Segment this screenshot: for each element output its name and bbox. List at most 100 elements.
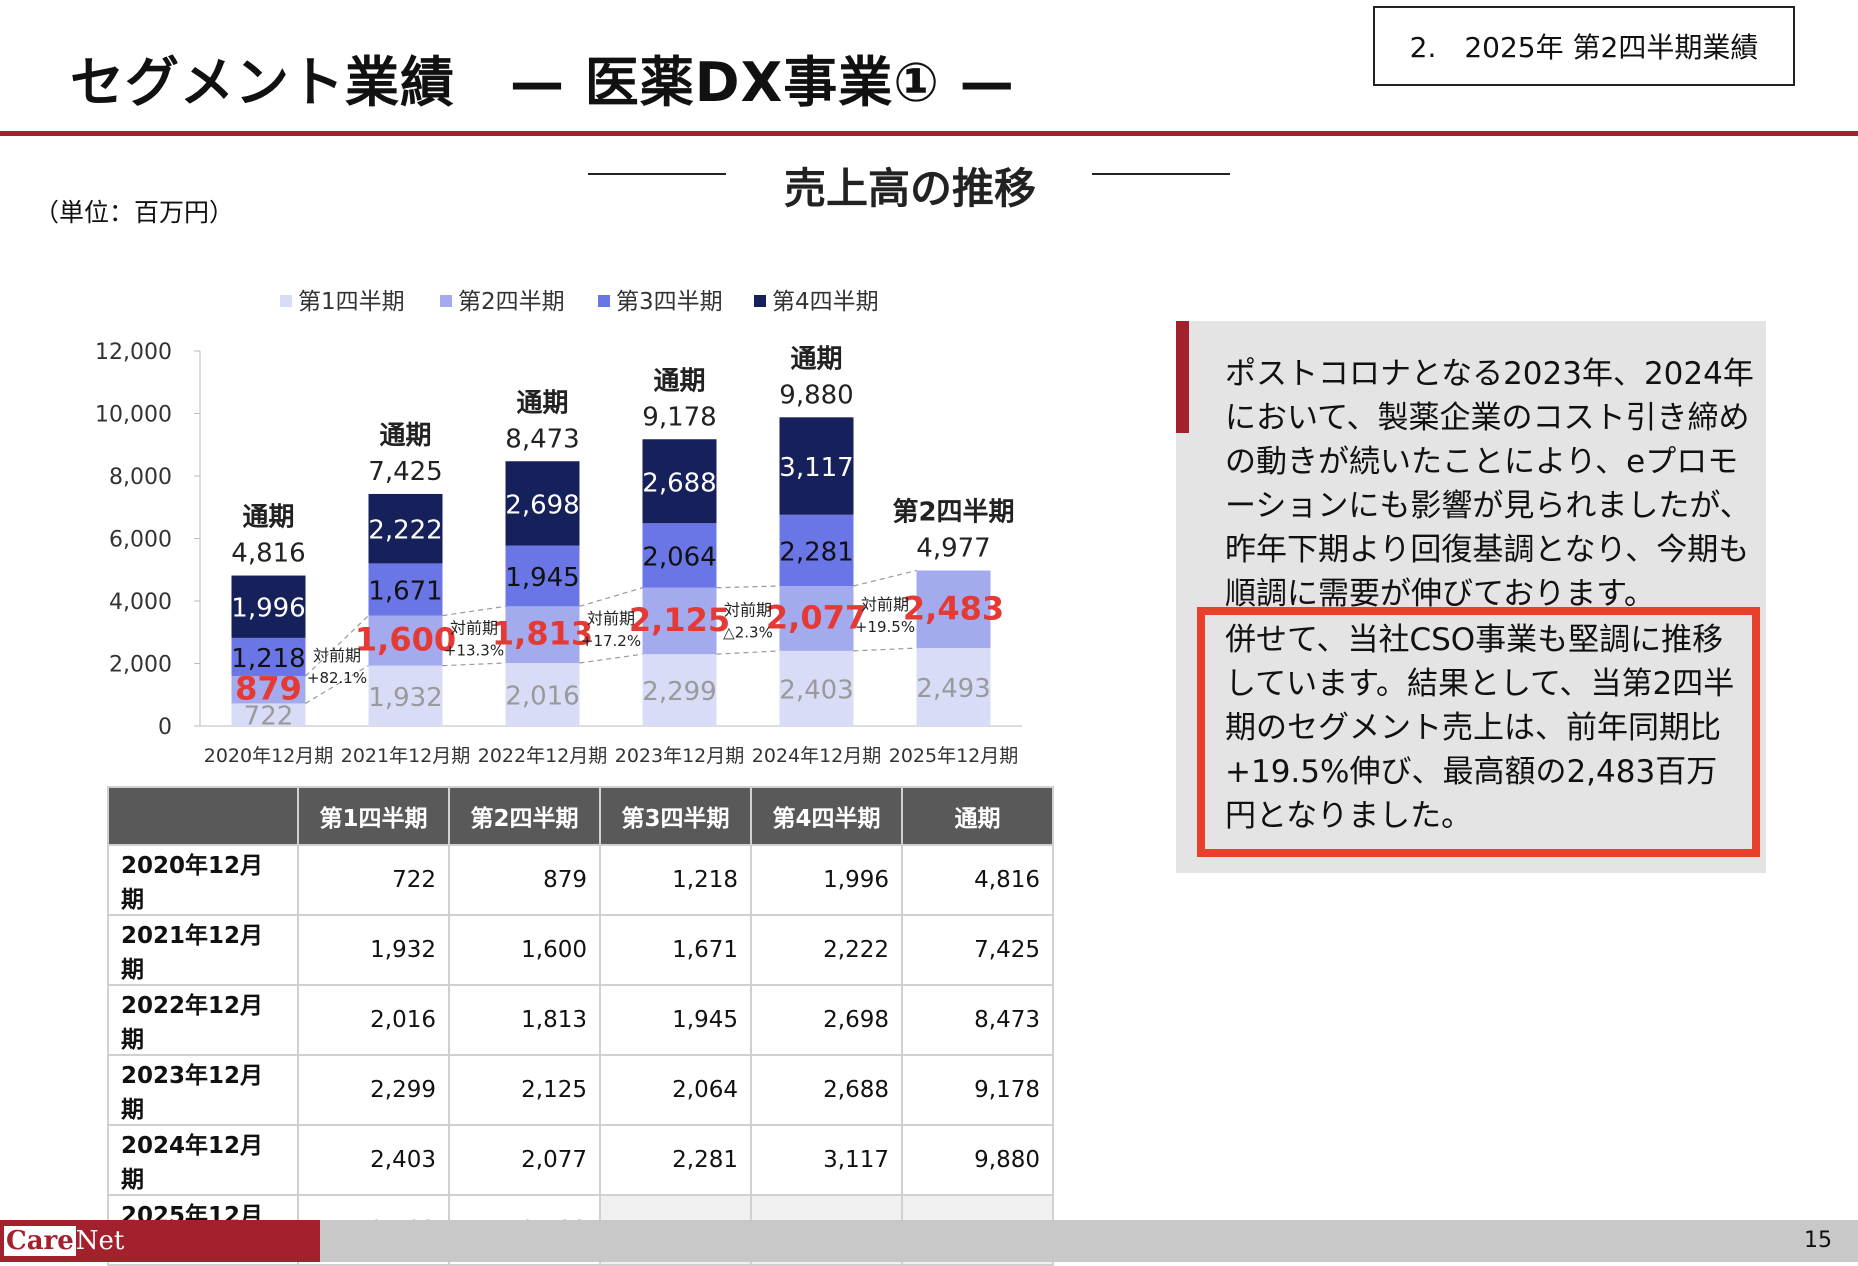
x-tick-label: 2023年12月期 xyxy=(615,745,745,767)
bar-segment xyxy=(642,439,717,524)
bar-segment xyxy=(779,586,854,651)
x-tick-label: 2020年12月期 xyxy=(204,745,334,767)
table-cell: 1,218 xyxy=(599,844,752,916)
table-row: 2024年12月期 2,403 2,077 2,281 3,117 9,880 xyxy=(107,1124,1054,1196)
bar-segment xyxy=(231,575,306,638)
table-header-cell: 通期 xyxy=(901,786,1054,846)
y-tick-label: 6,000 xyxy=(109,528,172,553)
bar-segment xyxy=(231,675,306,704)
table-cell: 9,178 xyxy=(901,1054,1054,1126)
bar-segment xyxy=(642,587,717,655)
connector-line xyxy=(305,615,369,677)
bar-segment xyxy=(231,637,306,676)
table-header-cell: 第4四半期 xyxy=(750,786,903,846)
total-label: 第2四半期 xyxy=(892,497,1014,528)
data-label: 1,813 xyxy=(492,615,593,653)
table-row: 2023年12月期 2,299 2,125 2,064 2,688 9,178 xyxy=(107,1054,1054,1126)
data-label: 2,403 xyxy=(779,675,853,705)
table-cell: 2,125 xyxy=(448,1054,601,1126)
x-tick-label: 2022年12月期 xyxy=(478,745,608,767)
total-value: 8,473 xyxy=(505,424,579,454)
table-header-row: 第1四半期 第2四半期 第3四半期 第4四半期 通期 xyxy=(107,786,1054,846)
table-header-cell xyxy=(107,786,299,846)
data-label: 2,222 xyxy=(368,516,442,546)
commentary-paragraph-1: ポストコロナとなる2023年、2024年において、製薬企業のコスト引き締めの動き… xyxy=(1225,356,1754,612)
connector-line xyxy=(716,585,780,589)
bar-segment xyxy=(642,523,717,588)
data-label: 1,218 xyxy=(231,644,305,674)
bar-segment xyxy=(779,417,854,515)
highlight-frame xyxy=(1197,607,1760,857)
table-row-label: 2020年12月期 xyxy=(107,844,299,916)
bar-segment xyxy=(916,648,991,726)
data-label: 2,493 xyxy=(916,674,990,704)
table-cell: 8,473 xyxy=(901,984,1054,1056)
data-label: 1,996 xyxy=(231,594,305,624)
bar-segment xyxy=(505,663,580,726)
connector-line xyxy=(305,665,369,704)
brand-logo-care: Care xyxy=(4,1226,76,1256)
y-tick-label: 10,000 xyxy=(95,403,172,428)
unit-note: （単位：百万円） xyxy=(34,198,235,227)
total-label: 通期 xyxy=(242,503,294,533)
data-label: 2,483 xyxy=(903,589,1004,627)
yoy-label: 対前期 xyxy=(450,619,498,638)
table-cell: 9,880 xyxy=(901,1124,1054,1196)
table-row: 2022年12月期 2,016 1,813 1,945 2,698 8,473 xyxy=(107,984,1054,1056)
total-label: 通期 xyxy=(379,421,431,451)
commentary-paragraph-2: 併せて、当社CSO事業も堅調に推移しています。結果として、当第2四半期のセグメン… xyxy=(1225,622,1735,834)
bar-segment xyxy=(368,615,443,666)
data-label: 2,077 xyxy=(766,598,867,636)
bar-segment xyxy=(368,563,443,616)
legend-label: 第1四半期 xyxy=(298,289,405,315)
connector-line xyxy=(716,650,780,655)
total-label: 通期 xyxy=(516,388,568,418)
connector-line xyxy=(579,587,643,607)
connector-line xyxy=(853,647,917,652)
data-label: 2,125 xyxy=(629,601,730,639)
table-cell: 1,813 xyxy=(448,984,601,1056)
data-label: 2,299 xyxy=(642,677,716,707)
legend-swatch xyxy=(280,295,292,307)
yoy-label: 対前期 xyxy=(313,646,361,665)
yoy-value: △2.3% xyxy=(723,624,773,642)
legend-swatch xyxy=(754,295,766,307)
data-label: 1,600 xyxy=(355,621,456,659)
subtitle-rule-right xyxy=(1092,173,1230,175)
table-header-cell: 第1四半期 xyxy=(297,786,450,846)
brand-logo: Care Net xyxy=(0,1220,320,1262)
legend-label: 第4四半期 xyxy=(772,289,879,315)
table-cell: 2,281 xyxy=(599,1124,752,1196)
connector-line xyxy=(442,605,506,617)
table-row: 2021年12月期 1,932 1,600 1,671 2,222 7,425 xyxy=(107,914,1054,986)
total-value: 7,425 xyxy=(368,457,442,487)
table-cell: 2,688 xyxy=(750,1054,903,1126)
total-value: 9,178 xyxy=(642,402,716,432)
table-cell: 2,222 xyxy=(750,914,903,986)
yoy-label: 対前期 xyxy=(587,609,635,628)
legend-label: 第2四半期 xyxy=(458,289,565,315)
x-tick-label: 2021年12月期 xyxy=(341,745,471,767)
table-cell: 1,996 xyxy=(750,844,903,916)
table-row-label: 2021年12月期 xyxy=(107,914,299,986)
table-row-label: 2023年12月期 xyxy=(107,1054,299,1126)
table-cell: 1,932 xyxy=(297,914,450,986)
table-cell: 722 xyxy=(297,844,450,916)
table-cell: 3,117 xyxy=(750,1124,903,1196)
bar-segment xyxy=(779,650,854,726)
y-tick-label: 2,000 xyxy=(109,653,172,678)
table-cell: 4,816 xyxy=(901,844,1054,916)
table-cell: 2,698 xyxy=(750,984,903,1056)
section-label: 2. 2025年 第2四半期業績 xyxy=(1373,6,1795,86)
bar-segment xyxy=(916,570,991,649)
x-tick-label: 2024年12月期 xyxy=(752,745,882,767)
y-tick-label: 0 xyxy=(158,715,172,740)
yoy-value: +82.1% xyxy=(307,669,367,687)
table-cell: 1,600 xyxy=(448,914,601,986)
data-label: 2,281 xyxy=(779,537,853,567)
data-label: 3,117 xyxy=(779,453,853,483)
chart-subtitle: 売上高の推移 xyxy=(783,164,1036,213)
table-row-label: 2022年12月期 xyxy=(107,984,299,1056)
bar-segment xyxy=(505,545,580,607)
table-cell: 2,077 xyxy=(448,1124,601,1196)
